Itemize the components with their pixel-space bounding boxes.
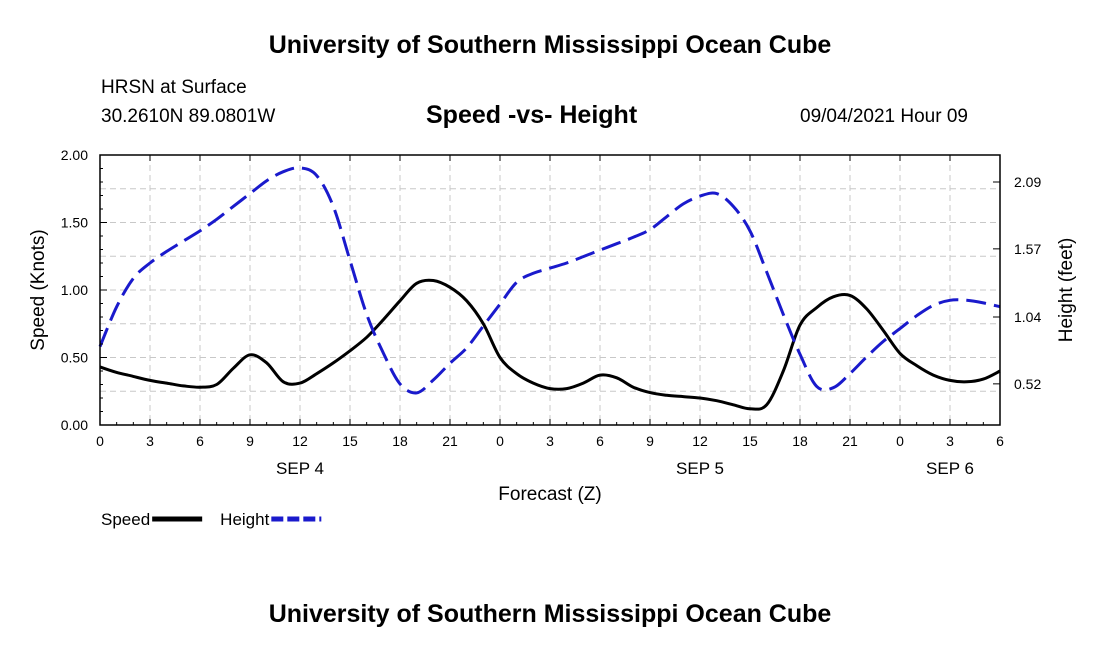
grid-lines (100, 155, 1000, 425)
x-tick-label: 6 (196, 433, 204, 449)
y-right-tick-label: 0.52 (1014, 376, 1041, 392)
x-tick-label: 18 (792, 433, 808, 449)
legend: Speed Height (101, 510, 322, 529)
legend-label-height: Height (220, 510, 269, 529)
x-tick-label: 6 (596, 433, 604, 449)
y-right-tick-label: 1.04 (1014, 309, 1041, 325)
y-left-tick-label: 0.50 (61, 350, 88, 366)
x-tick-label: 9 (246, 433, 254, 449)
chart-title: Speed -vs- Height (426, 101, 638, 129)
coordinates-label: 30.2610N 89.0801W (101, 106, 276, 127)
top-title: University of Southern Mississippi Ocean… (268, 31, 832, 59)
x-tick-label: 12 (292, 433, 308, 449)
series-line-height (98, 166, 1001, 395)
x-tick-label: 3 (946, 433, 954, 449)
x-axis-label: Forecast (Z) (498, 484, 601, 505)
x-tick-label: 21 (842, 433, 858, 449)
x-tick-label: 21 (442, 433, 458, 449)
x-tick-label: 18 (392, 433, 408, 449)
y-left-tick-label: 1.00 (61, 282, 88, 298)
x-tick-label: 3 (546, 433, 554, 449)
legend-label-speed: Speed (101, 510, 150, 529)
day-label: SEP 5 (676, 459, 724, 478)
x-tick-label: 9 (646, 433, 654, 449)
x-tick-label: 0 (896, 433, 904, 449)
x-tick-label: 12 (692, 433, 708, 449)
station-label: HRSN at Surface (101, 77, 247, 98)
x-tick-label: 6 (996, 433, 1004, 449)
day-label: SEP 6 (926, 459, 974, 478)
x-tick-label: 3 (146, 433, 154, 449)
y-axis-label-left: Speed (Knots) (28, 229, 49, 350)
series-layer (98, 166, 1001, 411)
y-axis-label-right: Height (feet) (1056, 238, 1077, 343)
bottom-title: University of Southern Mississippi Ocean… (268, 600, 832, 628)
y-right-tick-label: 2.09 (1014, 174, 1041, 190)
datetime-label: 09/04/2021 Hour 09 (800, 106, 968, 127)
axis-ticks: 0 3 6 9 12 15 18 21 0 3 6 9 12 15 18 21 0 3 6 SEP 4 SEP 5 SEP… (61, 147, 1042, 478)
x-tick-label: 15 (342, 433, 358, 449)
y-left-tick-label: 1.50 (61, 215, 88, 231)
day-label: SEP 4 (276, 459, 324, 478)
y-left-tick-label: 2.00 (61, 147, 88, 163)
y-left-tick-label: 0.00 (61, 417, 88, 433)
series-line-speed (99, 278, 1001, 411)
y-right-tick-label: 1.57 (1014, 241, 1041, 257)
x-tick-label: 15 (742, 433, 758, 449)
x-tick-label: 0 (96, 433, 104, 449)
x-tick-label: 0 (496, 433, 504, 449)
